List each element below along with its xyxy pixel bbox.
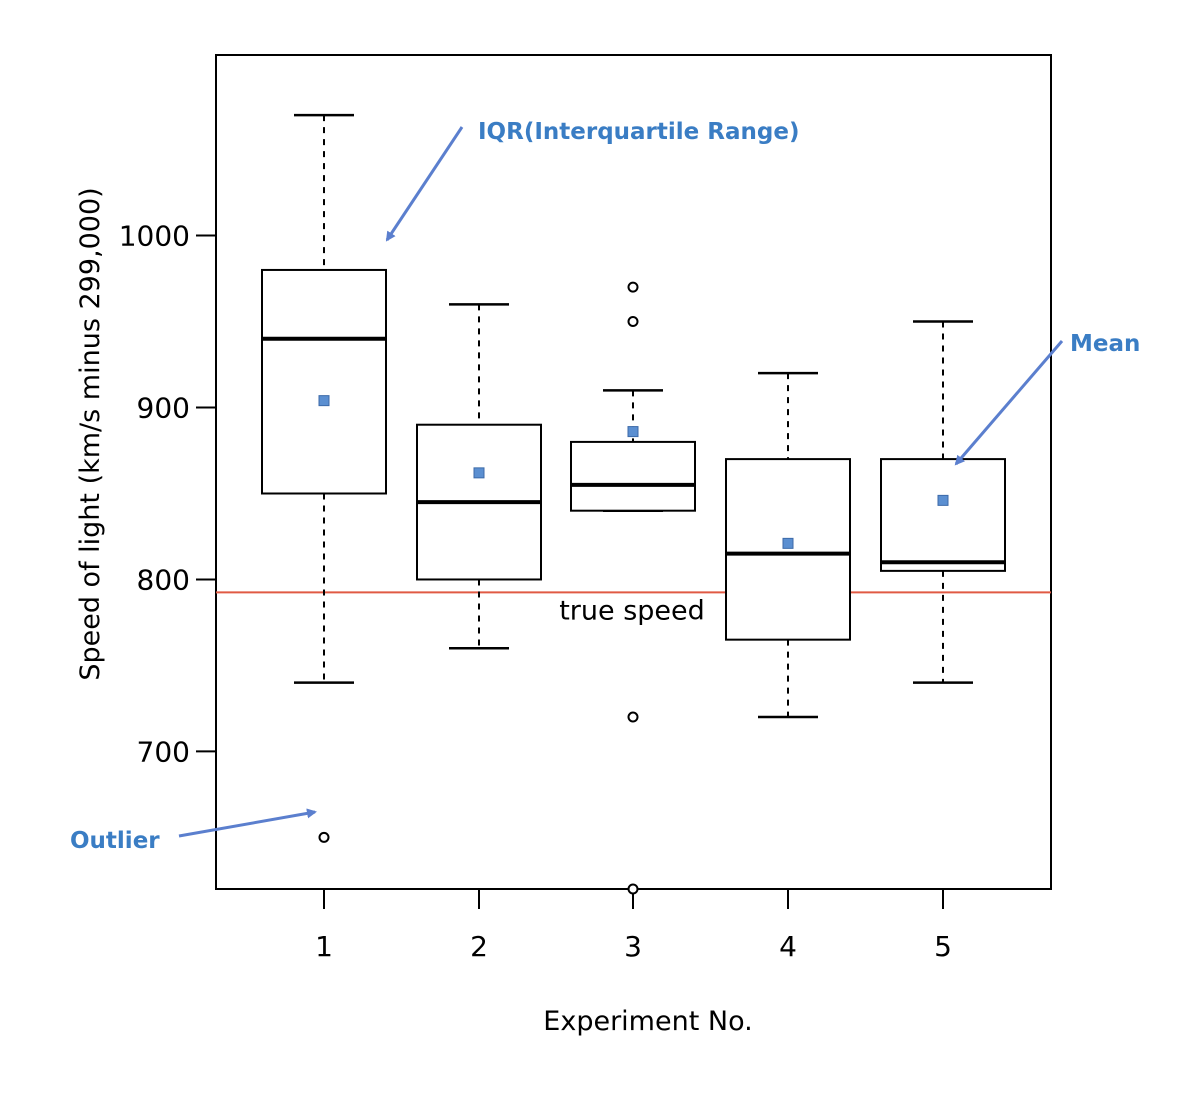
annotation-iqr-arrow [385, 126, 464, 242]
box-group-4 [725, 371, 851, 719]
y-axis: 700 800 900 1000 [119, 220, 216, 768]
y-tick-label-700: 700 [137, 735, 190, 768]
box-1-mean-marker [318, 395, 330, 407]
box-3-outlier-3 [627, 883, 639, 895]
annotation-outlier: Outlier [70, 808, 317, 854]
y-axis-title: Speed of light (km/s minus 299,000) [75, 187, 106, 680]
annotation-mean-label: Mean [1070, 331, 1140, 357]
x-axis-title: Experiment No. [543, 1006, 752, 1037]
x-axis: 1 2 3 4 5 [315, 889, 952, 963]
y-tick-label-900: 900 [137, 392, 190, 425]
true-speed-label: true speed [559, 595, 705, 626]
x-tick-label-3: 3 [624, 930, 642, 963]
reference-line-layer: true speed [216, 591, 1051, 626]
box-4-iqr-box [725, 458, 851, 641]
x-tick-label-1: 1 [315, 930, 333, 963]
annotation-mean-arrow [954, 340, 1064, 466]
box-layer [261, 113, 1006, 895]
box-group-3 [570, 281, 696, 895]
y-tick-label-800: 800 [137, 563, 190, 596]
y-tick-label-1000: 1000 [119, 220, 190, 253]
box-3-iqr-box [570, 440, 696, 512]
box-1-outlier-0 [318, 831, 330, 843]
box-5-mean-marker [937, 494, 949, 506]
x-tick-label-4: 4 [779, 930, 797, 963]
annotation-iqr-label: IQR(Interquartile Range) [478, 119, 799, 145]
annotation-mean: Mean [954, 331, 1140, 466]
box-3-outlier-0 [627, 281, 639, 293]
box-5-iqr-box [880, 458, 1006, 572]
box-3-mean-marker [627, 426, 639, 438]
annotation-iqr: IQR(Interquartile Range) [385, 119, 799, 242]
x-tick-label-5: 5 [934, 930, 952, 963]
box-3-outlier-1 [627, 316, 639, 328]
box-group-2 [416, 303, 542, 650]
box-1-iqr-box [261, 268, 387, 495]
box-3-outlier-2 [627, 711, 639, 723]
annotation-outlier-label: Outlier [70, 828, 160, 854]
x-tick-label-2: 2 [470, 930, 488, 963]
box-2-mean-marker [473, 467, 485, 479]
box-group-1 [261, 113, 387, 843]
annotation-outlier-arrow [178, 808, 317, 838]
box-4-mean-marker [782, 537, 794, 549]
box-group-5 [880, 320, 1006, 684]
